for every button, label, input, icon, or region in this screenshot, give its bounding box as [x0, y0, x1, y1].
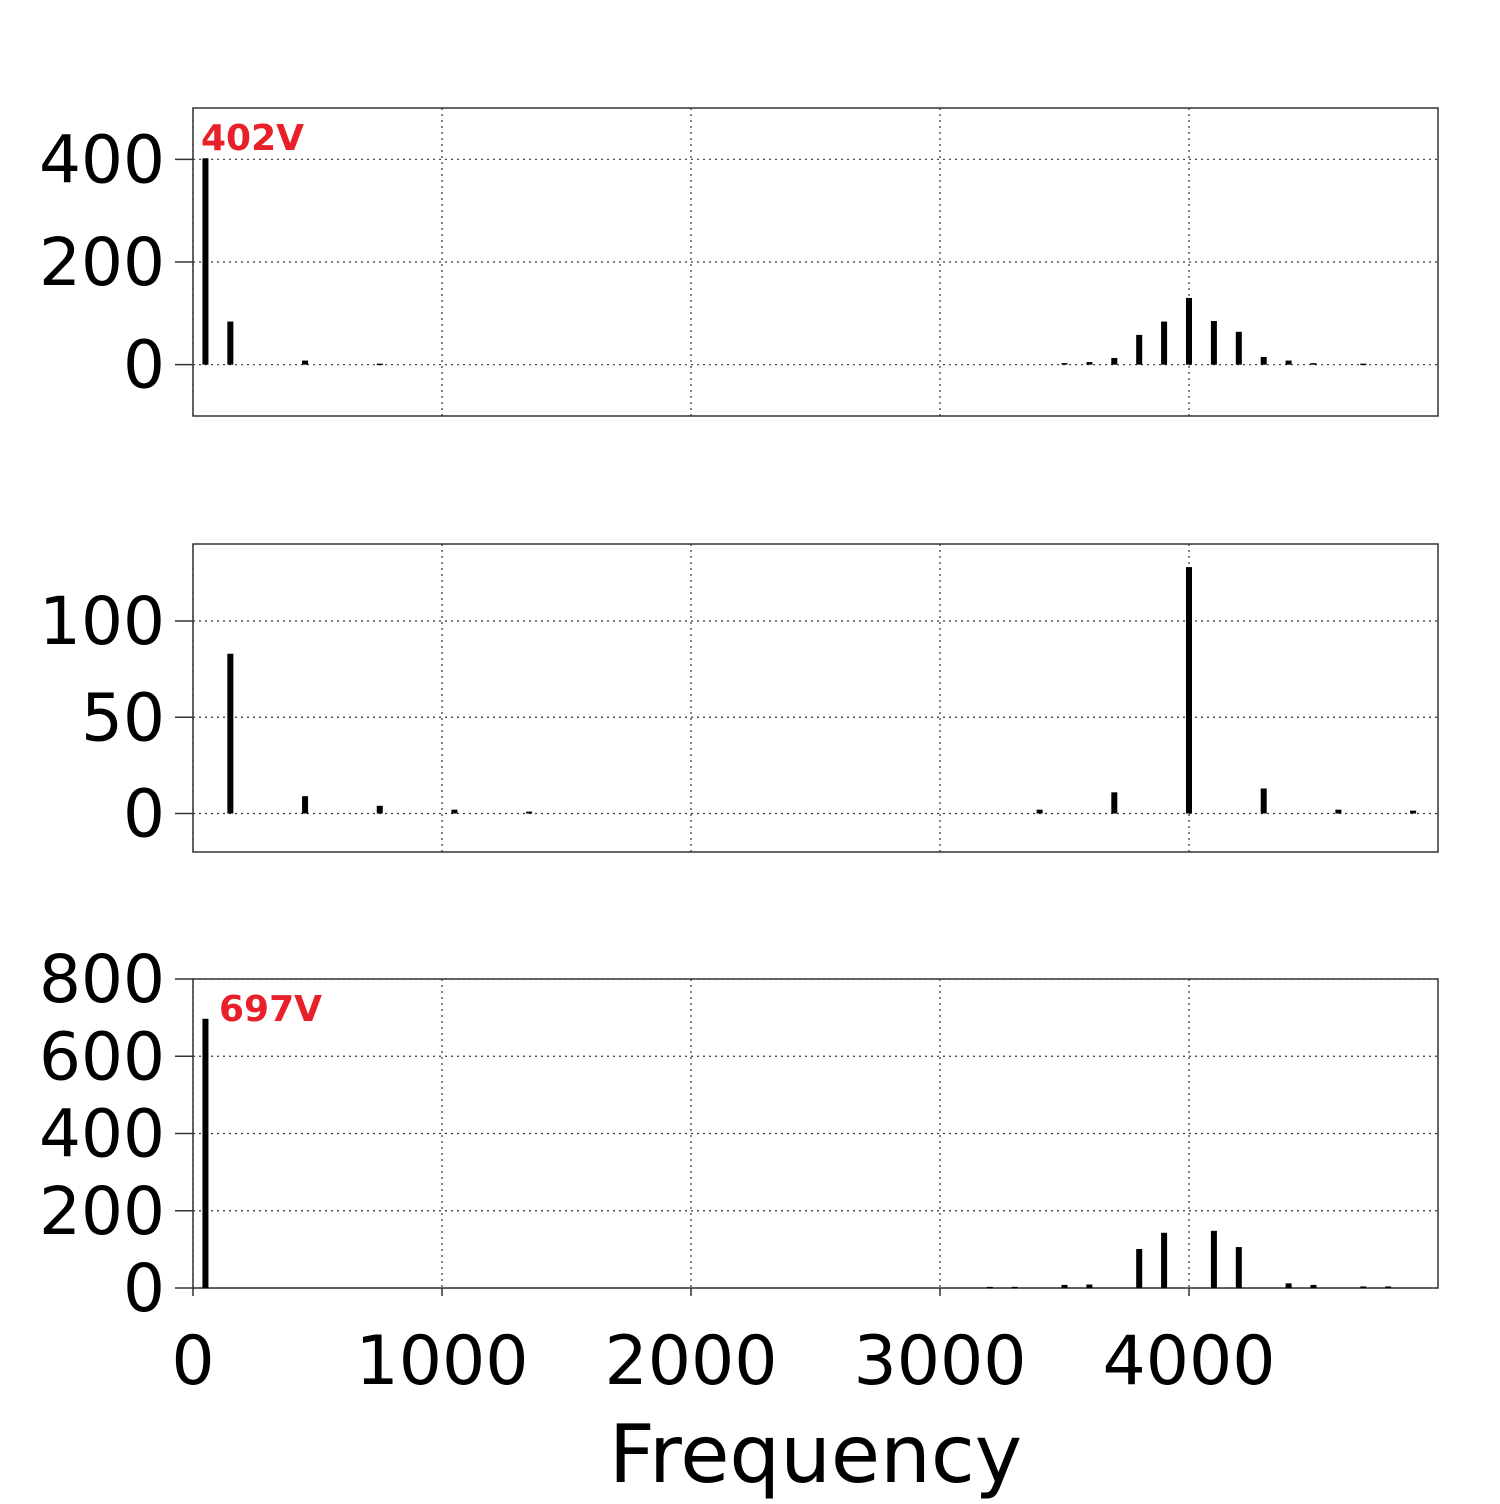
stem	[1360, 363, 1367, 366]
stem	[1360, 1286, 1367, 1288]
stem	[1260, 356, 1267, 365]
stem	[1260, 788, 1267, 814]
x-tick-label: 3000	[853, 1322, 1026, 1401]
stem	[1410, 810, 1417, 814]
stem	[302, 360, 309, 365]
stem	[1011, 1286, 1018, 1289]
stem	[986, 1286, 993, 1289]
stem	[1036, 809, 1043, 814]
stem	[202, 1018, 209, 1288]
y-tick-label: 600	[39, 1018, 165, 1095]
y-tick-label: 200	[39, 1173, 165, 1250]
stem	[1235, 331, 1242, 365]
stem	[1061, 1284, 1068, 1288]
x-tick-label: 1000	[355, 1322, 528, 1401]
stem	[1235, 1247, 1242, 1288]
stem	[1335, 809, 1342, 814]
y-tick-label: 0	[123, 776, 165, 853]
stem	[227, 321, 234, 365]
stem	[302, 796, 309, 814]
stem	[451, 809, 458, 814]
stem	[1111, 792, 1118, 814]
x-tick-label: 2000	[604, 1322, 777, 1401]
y-tick-label: 100	[39, 583, 165, 660]
stem	[1210, 1230, 1217, 1288]
stem	[1086, 362, 1093, 365]
stem	[1136, 1248, 1143, 1288]
x-tick-label: 0	[171, 1322, 214, 1401]
stem	[1061, 363, 1068, 365]
stem	[202, 158, 209, 365]
stem	[1111, 357, 1118, 365]
y-tick-label: 200	[39, 224, 165, 301]
stem	[1385, 1286, 1392, 1288]
x-tick-label: 4000	[1102, 1322, 1275, 1401]
stem	[376, 363, 383, 366]
y-tick-label: 400	[39, 1096, 165, 1173]
stem	[1186, 297, 1192, 365]
x-axis-label: Frequency	[609, 1408, 1022, 1500]
y-tick-label: 50	[81, 679, 165, 756]
stem	[526, 811, 533, 814]
stem	[1310, 363, 1317, 365]
y-tick-label: 400	[39, 121, 165, 198]
stem	[227, 653, 234, 814]
stem	[1186, 567, 1192, 814]
annotation: 697V	[219, 989, 322, 1030]
stem	[1210, 321, 1217, 365]
stem	[1086, 1284, 1093, 1288]
y-tick-label: 0	[123, 1250, 165, 1327]
plot-frame	[192, 543, 1439, 853]
stem	[376, 805, 383, 814]
stem	[1161, 321, 1168, 365]
stem	[1310, 1284, 1317, 1288]
stem	[1161, 1232, 1168, 1288]
y-tick-label: 0	[123, 327, 165, 404]
stem	[1285, 1283, 1292, 1288]
stem	[1136, 334, 1143, 365]
annotation: 402V	[201, 118, 304, 159]
stem	[1285, 360, 1292, 365]
y-tick-label: 800	[39, 941, 165, 1018]
